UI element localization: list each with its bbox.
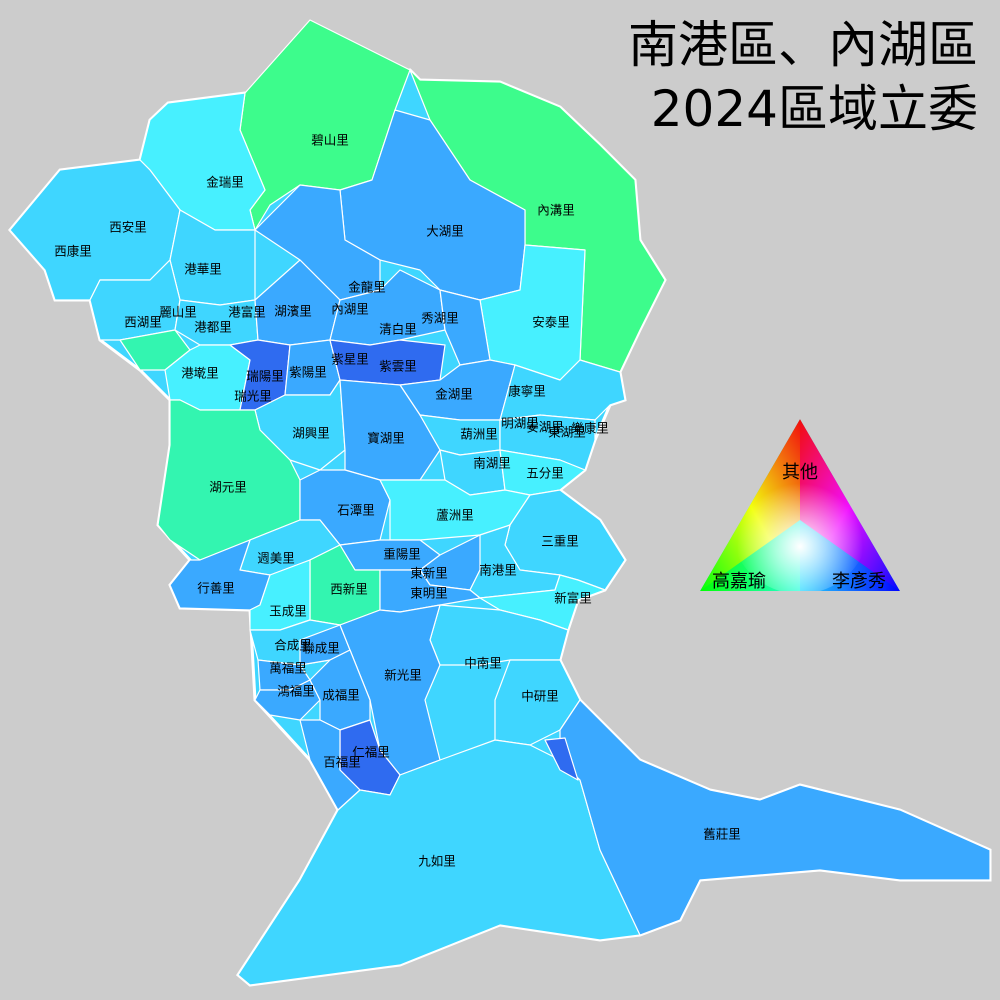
village-label: 西安里 (109, 220, 147, 235)
village-label: 東明里 (410, 586, 448, 601)
village-label: 重陽里 (383, 547, 421, 562)
village-label: 聯成里 (302, 641, 340, 656)
village-label: 安湖里 (526, 420, 564, 435)
region-hongfu (254, 679, 321, 721)
village-label: 九如里 (418, 854, 456, 869)
village-label: 合成里 (274, 638, 312, 653)
village-label: 港墘里 (181, 366, 219, 381)
village-label: 港富里 (228, 305, 266, 320)
region-baifu (299, 719, 361, 811)
village-label: 百福里 (323, 755, 361, 770)
village-label: 南湖里 (473, 456, 511, 471)
village-label: 萬福里 (269, 661, 307, 676)
village-label: 西湖里 (124, 315, 162, 330)
village-label: 仁福里 (352, 745, 390, 760)
village-label: 中研里 (521, 689, 559, 704)
village-label: 湖濱里 (274, 304, 312, 319)
village-label: 安泰里 (532, 315, 570, 330)
village-label: 金湖里 (435, 387, 473, 402)
map-title-line1: 南港區、內湖區 (628, 16, 978, 74)
village-label: 南港里 (479, 563, 517, 578)
ternary-legend: 其他 高嘉瑜 李彥秀 (700, 419, 900, 592)
village-label: 紫陽里 (289, 365, 327, 380)
village-label: 紫星里 (331, 352, 369, 367)
village-label: 週美里 (257, 551, 295, 566)
village-label: 大湖里 (426, 224, 464, 239)
village-label: 西康里 (54, 244, 92, 259)
village-label: 樂康里 (571, 421, 609, 436)
village-label: 清白里 (379, 322, 417, 337)
village-label: 石潭里 (337, 503, 375, 518)
legend-label-left: 高嘉瑜 (712, 571, 766, 592)
village-label: 碧山里 (311, 133, 349, 148)
village-label: 秀湖里 (421, 311, 459, 326)
legend-triangle (700, 419, 900, 591)
village-labels: 碧山里 金瑞里 內溝里 西安里 西康里 大湖里 港華里 金龍里 內湖里 麗山里 … (54, 133, 741, 869)
village-label: 金龍里 (348, 280, 386, 295)
village-label: 港華里 (184, 262, 222, 277)
village-label: 鴻福里 (277, 684, 315, 699)
village-label: 三重里 (541, 534, 579, 549)
village-label: 港都里 (194, 320, 232, 335)
village-label: 新光里 (384, 668, 422, 683)
village-label: 中南里 (464, 656, 502, 671)
map-title-line2: 2024區域立委 (650, 80, 978, 138)
village-label: 瑞陽里 (246, 369, 284, 384)
village-label: 明湖里 (501, 416, 539, 431)
village-label: 成福里 (322, 688, 360, 703)
village-label: 蘆洲里 (436, 508, 474, 523)
legend-label-right: 李彥秀 (832, 571, 886, 592)
village-label: 內溝里 (537, 203, 575, 218)
village-label: 行善里 (197, 581, 235, 596)
village-label: 湖興里 (292, 426, 330, 441)
village-label: 瑞光里 (234, 389, 272, 404)
village-label: 舊莊里 (703, 827, 741, 842)
village-label: 康寧里 (508, 384, 546, 399)
village-label: 五分里 (526, 466, 564, 481)
village-label: 金瑞里 (206, 175, 244, 190)
legend-label-top: 其他 (782, 462, 818, 483)
village-label: 麗山里 (159, 305, 197, 320)
village-label: 葫洲里 (460, 427, 498, 442)
village-label: 玉成里 (269, 604, 307, 619)
region-jiuzhuang (559, 699, 991, 936)
village-label: 內湖里 (331, 302, 369, 317)
village-label: 西新里 (330, 582, 368, 597)
village-label: 東湖里 (548, 425, 586, 440)
village-label: 東新里 (410, 566, 448, 581)
region-jiuzhuang-dark (544, 737, 579, 781)
village-label: 紫雲里 (379, 359, 417, 374)
village-label: 湖元里 (209, 480, 247, 495)
village-regions (9, 19, 991, 986)
village-label: 新富里 (554, 591, 592, 606)
village-label: 寶湖里 (367, 431, 405, 446)
